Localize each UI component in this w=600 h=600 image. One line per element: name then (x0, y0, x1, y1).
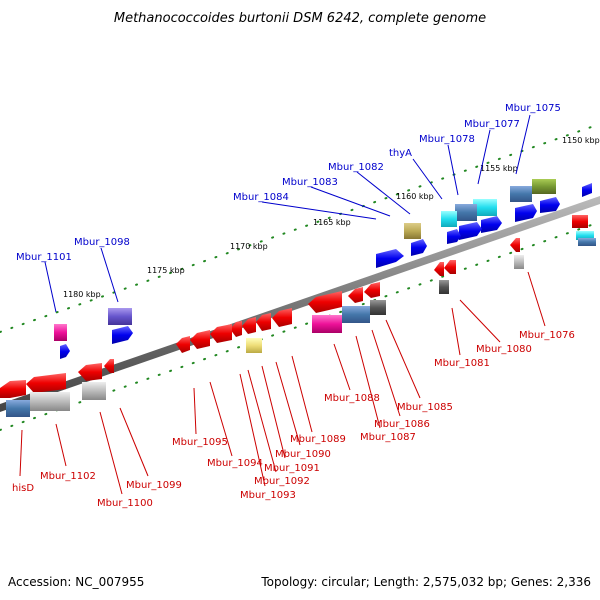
gene-feature (404, 223, 421, 239)
gene-label: Mbur_1099 (126, 480, 182, 491)
gene-feature (459, 222, 482, 240)
gene-feature (242, 317, 256, 334)
gene-feature (104, 359, 114, 373)
gene-feature (176, 336, 190, 353)
scale-label-1175: 1175 kbp (147, 266, 185, 275)
scale-label-1160: 1160 kbp (396, 192, 434, 201)
gene-label: Mbur_1089 (290, 434, 346, 445)
gene-label: Mbur_1095 (172, 437, 228, 448)
gene-feature (246, 338, 262, 353)
gene-feature (473, 199, 497, 216)
gene-label: Mbur_1075 (505, 103, 561, 114)
bottom-leader-lines (19, 271, 546, 495)
accession-text: Accession: NC_007955 (8, 575, 144, 589)
gene-label: Mbur_1084 (233, 192, 289, 203)
gene-label: Mbur_1098 (74, 237, 130, 248)
scale-label-1150: 1150 kbp (562, 136, 600, 145)
gene-label: Mbur_1091 (264, 463, 320, 474)
topology-text: Topology: circular; Length: 2,575,032 bp… (260, 575, 591, 589)
gene-label: Mbur_1093 (240, 490, 296, 501)
gene-feature (576, 231, 594, 240)
gene-label: Mbur_1090 (275, 449, 331, 460)
gene-label: Mbur_1092 (254, 476, 310, 487)
forward-strand-genes (54, 179, 596, 359)
gene-label: Mbur_1086 (374, 419, 430, 430)
gene-feature (0, 380, 26, 398)
gene-feature (112, 326, 133, 344)
gene-feature (312, 315, 342, 333)
scale-label-1170: 1170 kbp (230, 242, 268, 251)
genome-backbone (0, 196, 600, 412)
gene-label: Mbur_1101 (16, 252, 72, 263)
gene-feature (82, 382, 106, 400)
gene-feature (272, 308, 292, 327)
gene-label: Mbur_1080 (476, 344, 532, 355)
gene-feature (230, 321, 242, 337)
gene-label: Mbur_1085 (397, 402, 453, 413)
gene-label: Mbur_1078 (419, 134, 475, 145)
gene-label: hisD (12, 483, 34, 494)
gene-label: thyA (389, 148, 412, 159)
reverse-strand-genes (0, 238, 524, 417)
gene-label: Mbur_1076 (519, 330, 575, 341)
gene-feature (342, 306, 370, 323)
gene-label: Mbur_1081 (434, 358, 490, 369)
gene-feature (26, 373, 66, 393)
gene-feature (439, 280, 449, 294)
gene-feature (515, 204, 537, 222)
gene-feature (510, 238, 520, 252)
scale-labels: 1150 kbp 1155 kbp 1160 kbp 1165 kbp 1170… (63, 136, 600, 299)
gene-feature (441, 211, 457, 227)
gene-label: Mbur_1100 (97, 498, 153, 509)
gene-feature (308, 291, 342, 313)
gene-feature (411, 239, 427, 256)
scale-label-1155: 1155 kbp (480, 164, 518, 173)
bottom-gene-labels: Mbur_1076 Mbur_1080 Mbur_1081 Mbur_1085 … (12, 330, 575, 509)
gene-feature (510, 186, 532, 202)
scale-label-1165: 1165 kbp (313, 218, 351, 227)
gene-label: Mbur_1082 (328, 162, 384, 173)
gene-feature (78, 363, 102, 381)
gene-label: Mbur_1077 (464, 119, 520, 130)
gene-feature (455, 204, 477, 221)
gene-feature (6, 400, 30, 417)
gene-feature (190, 330, 210, 349)
gene-label: Mbur_1094 (207, 458, 263, 469)
gene-feature (514, 255, 524, 269)
gene-feature (532, 179, 556, 194)
scale-label-1180: 1180 kbp (63, 290, 101, 299)
gene-feature (376, 249, 404, 268)
map-title: Methanococcoides burtonii DSM 6242, comp… (114, 11, 486, 26)
gene-feature (210, 324, 232, 343)
gene-feature (444, 260, 456, 274)
gene-label: Mbur_1087 (360, 432, 416, 443)
gene-feature (370, 300, 386, 315)
gene-feature (447, 229, 461, 244)
gene-feature (578, 238, 596, 246)
gene-label: Mbur_1088 (324, 393, 380, 404)
top-gene-labels: Mbur_1075 Mbur_1077 Mbur_1078 thyA Mbur_… (16, 103, 561, 263)
gene-feature (30, 392, 70, 411)
gene-feature (60, 344, 70, 359)
gene-feature (434, 262, 444, 276)
gene-label: Mbur_1102 (40, 471, 96, 482)
gene-feature (481, 216, 502, 233)
gene-feature (540, 197, 560, 213)
gene-feature (256, 313, 271, 331)
gene-label: Mbur_1083 (282, 177, 338, 188)
gene-feature (54, 324, 67, 341)
gene-feature (572, 215, 588, 228)
gene-feature (108, 308, 132, 325)
scale-tick-rows (0, 123, 600, 431)
gene-feature (364, 282, 380, 298)
gene-feature (348, 287, 363, 303)
gene-feature (582, 183, 592, 197)
top-leader-lines (44, 114, 531, 313)
